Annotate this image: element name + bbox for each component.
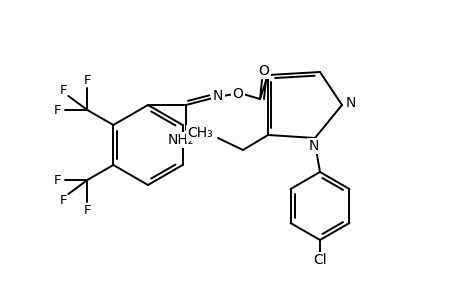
Text: NH₂: NH₂: [168, 133, 194, 147]
Text: F: F: [84, 203, 91, 217]
Text: O: O: [258, 64, 269, 78]
Text: CH₃: CH₃: [187, 126, 213, 140]
Text: F: F: [60, 194, 67, 206]
Text: O: O: [232, 87, 243, 101]
Text: Cl: Cl: [313, 253, 326, 267]
Text: F: F: [84, 74, 91, 86]
Text: F: F: [54, 103, 61, 116]
Text: N: N: [345, 96, 355, 110]
Text: N: N: [308, 139, 319, 153]
Text: N: N: [213, 89, 223, 103]
Text: F: F: [60, 83, 67, 97]
Text: F: F: [54, 173, 61, 187]
